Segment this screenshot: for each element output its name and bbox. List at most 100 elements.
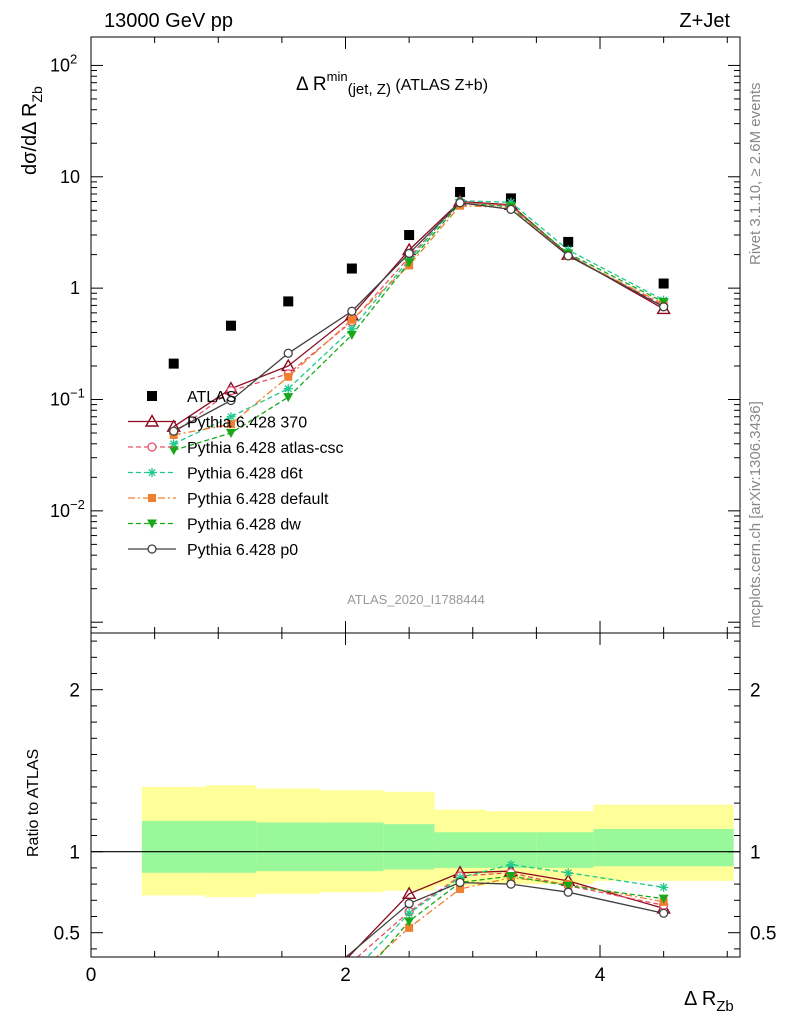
point-data [658, 278, 669, 289]
main-ylabel: dσ/dΔ RZb [19, 86, 45, 175]
ratio-point-p0 [658, 908, 669, 918]
ratio-line-atlas_csc [356, 872, 664, 957]
main-plot: 10−2 10−1 1 10 102 [50, 36, 741, 634]
y-tick-label: 10−1 [50, 385, 85, 409]
series-p0 [169, 198, 669, 436]
ratio-x-label: 4 [595, 965, 606, 986]
ratio-y-label: 1 [69, 843, 80, 864]
main-title: Δ Rmin(jet, Z) (ATLAS Z+b) [296, 69, 488, 98]
band-inner [593, 829, 734, 867]
ratio-point-p0 [455, 877, 465, 888]
ratio-frame [90, 632, 741, 958]
point-data [346, 263, 357, 274]
ratio-y-label: 2 [69, 681, 80, 702]
ratio-x-label: 2 [340, 965, 351, 986]
legend-marker [147, 544, 157, 554]
series-atlas_csc [169, 197, 669, 438]
series-line-p370 [173, 200, 664, 428]
ratio-point-default [456, 884, 465, 893]
header-right: Z+Jet [679, 10, 730, 32]
ratio-xlabel: Δ RZb [684, 988, 734, 1015]
point-data [455, 187, 466, 198]
ratio-point-d6t [404, 908, 414, 918]
point-dw [168, 446, 179, 456]
point-default [284, 372, 293, 381]
point-d6t [226, 412, 236, 422]
legend-label: Pythia 6.428 atlas-csc [187, 440, 344, 457]
ratio-line-dw [377, 875, 664, 957]
legend-marker [144, 414, 160, 427]
ratio-point-d6t [455, 873, 465, 883]
legend-label: Pythia 6.428 370 [187, 415, 307, 432]
point-d6t [506, 197, 516, 207]
ratio-line-p370 [347, 870, 664, 957]
watermark: ATLAS_2020_I1788444 [347, 592, 485, 607]
point-data [404, 230, 415, 241]
ratio-point-dw [505, 872, 516, 881]
ratio-point-dw [658, 894, 669, 904]
ratio-x-label: 0 [86, 965, 97, 986]
point-data [563, 236, 574, 247]
y-tick-label: 10−2 [50, 497, 85, 521]
band-inner [256, 822, 321, 872]
point-p0 [563, 251, 573, 261]
legend-label: Pythia 6.428 p0 [187, 542, 298, 559]
band-inner [205, 820, 257, 873]
y-tick-label: 102 [50, 51, 77, 75]
legend: ATLAS Pythia 6.428 370 Pythia 6.428 atlas-… [128, 389, 344, 559]
point-default [347, 315, 356, 324]
legend-marker [147, 391, 157, 401]
ratio-series-p0 [344, 877, 669, 957]
point-p0 [226, 395, 236, 406]
header-left: 13000 GeV pp [104, 10, 233, 32]
legend-label: Pythia 6.428 d6t [187, 466, 303, 483]
point-data [168, 358, 179, 369]
ratio-series-d6t [366, 860, 669, 957]
point-p0 [404, 248, 414, 259]
ratio-line-default [375, 876, 664, 957]
ratio-point-default [405, 923, 414, 932]
ratio-point-p0 [506, 879, 516, 889]
point-dw [225, 429, 236, 439]
series-data [168, 187, 669, 369]
series-default [169, 201, 668, 439]
ratio-y-label-right: 2 [750, 681, 761, 702]
y-tick-label: 1 [70, 278, 80, 298]
series-d6t [169, 196, 669, 449]
ratio-point-d6t [659, 882, 669, 892]
point-data [225, 320, 236, 331]
point-p0 [455, 198, 465, 208]
legend-marker [147, 468, 157, 477]
mcplots-label: mcplots.cern.ch [arXiv:1306.3436] [747, 401, 764, 628]
ratio-point-p0 [563, 887, 573, 897]
point-p0 [169, 426, 179, 436]
ratio-point-d6t [563, 868, 573, 878]
point-p0 [347, 306, 357, 316]
legend-label: Pythia 6.428 default [187, 491, 329, 508]
ratio-point-dw [404, 917, 415, 927]
point-default [226, 420, 235, 429]
point-d6t [347, 324, 357, 334]
ratio-point-p0 [404, 898, 414, 909]
ratio-point-d6t [506, 860, 516, 870]
ratio-point-p370 [401, 886, 417, 900]
point-atlas_csc [226, 386, 236, 396]
ratio-point-dw [563, 881, 574, 891]
legend-label: ATLAS [187, 389, 237, 406]
legend-marker [147, 442, 157, 452]
rivet-label: Rivet 3.1.10, ≥ 2.6M events [747, 83, 764, 266]
legend-marker [148, 494, 156, 502]
point-d6t [283, 384, 293, 394]
point-p0 [506, 204, 516, 214]
band-inner [434, 832, 486, 868]
ratio-plot: 0.5 0.5 1 1 2 2 0 2 4 [54, 632, 776, 986]
series-p370 [166, 194, 671, 432]
point-dw [283, 393, 294, 403]
ratio-line-d6t [366, 863, 664, 957]
ratio-ylabel: Ratio to ATLAS [25, 749, 42, 857]
legend-marker [147, 519, 157, 529]
point-dw [346, 330, 357, 340]
band-inner [536, 832, 594, 868]
